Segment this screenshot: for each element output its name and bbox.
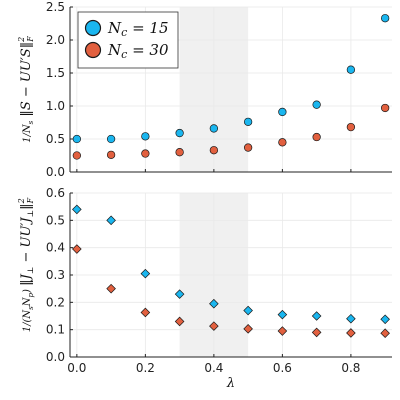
data-point-series-1 <box>346 313 356 324</box>
data-point-series-2 <box>312 132 321 142</box>
data-point-series-1 <box>278 107 287 117</box>
y-tick-label: 0.2 <box>46 295 65 309</box>
data-point-series-1 <box>140 268 151 279</box>
data-point-series-2 <box>311 327 322 338</box>
legend-marker-1 <box>84 19 102 37</box>
y-tick-label: 1.0 <box>46 99 65 113</box>
legend-marker-2 <box>84 41 102 59</box>
data-point-series-2 <box>174 316 185 327</box>
y-tick-label: 2.5 <box>46 0 65 14</box>
y-tick-label: 0.0 <box>46 350 65 364</box>
data-point-series-1 <box>209 124 219 133</box>
data-point-series-2 <box>209 321 219 331</box>
y-tick-label: 2.0 <box>46 33 65 47</box>
data-point-series-2 <box>72 151 82 160</box>
data-point-series-1 <box>312 100 321 109</box>
data-point-series-2 <box>278 138 287 147</box>
data-point-series-1 <box>311 311 322 321</box>
y-tick-label: 0.3 <box>46 268 65 282</box>
y-tick-label: 1.5 <box>46 66 65 80</box>
data-point-series-2 <box>380 103 390 113</box>
y-tick-label: 0.6 <box>46 186 65 200</box>
y-tick-label: 0.4 <box>46 241 65 255</box>
data-point-series-1 <box>175 128 184 138</box>
data-point-series-2 <box>380 328 390 339</box>
data-point-series-2 <box>277 326 288 336</box>
data-point-series-2 <box>346 122 356 132</box>
y-tick-label: 0.0 <box>46 165 65 179</box>
data-point-series-1 <box>277 309 288 320</box>
data-point-series-2 <box>106 150 116 159</box>
x-tick-label: 0.8 <box>341 361 360 375</box>
x-tick-label: 0.2 <box>136 361 155 375</box>
data-point-series-1 <box>380 314 390 325</box>
data-point-series-2 <box>140 307 151 318</box>
data-point-series-2 <box>209 146 219 155</box>
y-axis-label-bottom: 1/(NsNp) ‖J⊥ − UU′J⊥‖2F <box>17 197 35 332</box>
x-tick-label: 0.6 <box>273 361 292 375</box>
data-point-series-1 <box>243 305 253 316</box>
data-point-series-2 <box>346 328 356 338</box>
data-point-series-1 <box>209 298 219 309</box>
data-point-series-1 <box>72 134 82 144</box>
x-tick-label: 0.0 <box>67 361 86 375</box>
y-tick-label: 0.5 <box>46 213 65 227</box>
data-point-series-2 <box>72 244 82 254</box>
legend-label-2: Nc = 30 <box>107 41 169 61</box>
data-point-series-1 <box>106 215 116 226</box>
data-point-series-1 <box>380 14 390 23</box>
data-point-series-1 <box>106 134 116 144</box>
data-point-series-1 <box>243 117 253 126</box>
legend-label-1: Nc = 15 <box>107 19 169 39</box>
y-axis-label-top: 1/Ns ‖S − UU′S‖2F <box>17 36 35 143</box>
data-point-series-1 <box>346 65 356 74</box>
data-point-series-1 <box>174 289 185 299</box>
x-tick-label: 0.4 <box>204 361 223 375</box>
data-point-series-1 <box>141 132 150 141</box>
y-tick-label: 0.5 <box>46 132 65 146</box>
x-axis-label: λ <box>226 376 235 391</box>
data-point-series-2 <box>175 148 184 157</box>
data-point-series-2 <box>243 324 253 334</box>
data-point-series-2 <box>106 283 116 294</box>
data-point-series-2 <box>243 143 253 152</box>
bottom-panel: 0.0 0.1 0.2 0.3 0.4 0.5 0.6 0.0 0.2 0.4 0.6 0.8 <box>46 186 392 375</box>
top-panel: 0.0 0.5 1.0 1.5 2.0 2.5 <box>46 0 392 179</box>
y-tick-label: 0.1 <box>46 323 65 337</box>
data-point-series-2 <box>141 149 150 158</box>
data-point-series-1 <box>72 204 82 215</box>
